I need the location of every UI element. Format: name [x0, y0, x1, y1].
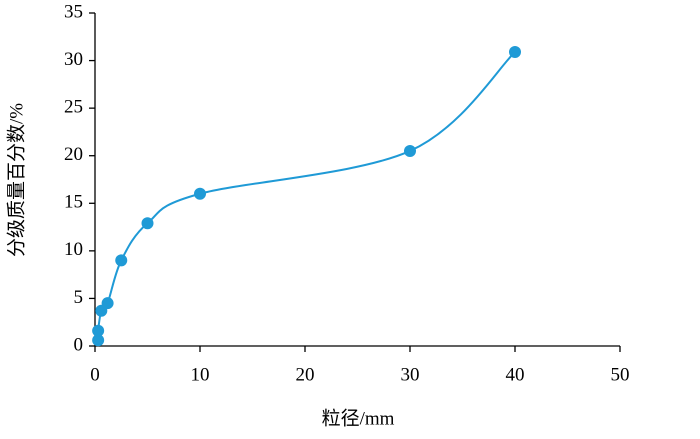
- y-tick-label: 35: [64, 1, 83, 22]
- y-tick-label: 25: [64, 97, 83, 118]
- point: [92, 334, 105, 347]
- point: [115, 254, 128, 267]
- point: [101, 297, 114, 310]
- x-tick-label: 40: [506, 364, 525, 385]
- point: [92, 324, 105, 337]
- point: [404, 144, 416, 157]
- x-tick-label: 10: [191, 364, 210, 385]
- y-tick-label: 0: [74, 334, 84, 355]
- y-tick-label: 30: [64, 49, 83, 70]
- y-tick-label: 5: [74, 287, 84, 308]
- y-axis-label: 分级质量百分数/%: [5, 103, 27, 257]
- x-tick-label: 30: [401, 364, 420, 385]
- point: [194, 187, 206, 200]
- y-tick-label: 10: [64, 239, 83, 260]
- x-tick-label: 20: [296, 364, 315, 385]
- y-tick-label: 15: [64, 192, 83, 213]
- curve: [96, 51, 516, 341]
- x-axis-label: 粒径/mm: [322, 407, 395, 429]
- x-tick-label: 50: [611, 364, 630, 385]
- y-tick-label: 20: [64, 144, 83, 165]
- point: [509, 46, 521, 59]
- point: [141, 217, 154, 230]
- x-tick-label: 0: [90, 364, 100, 385]
